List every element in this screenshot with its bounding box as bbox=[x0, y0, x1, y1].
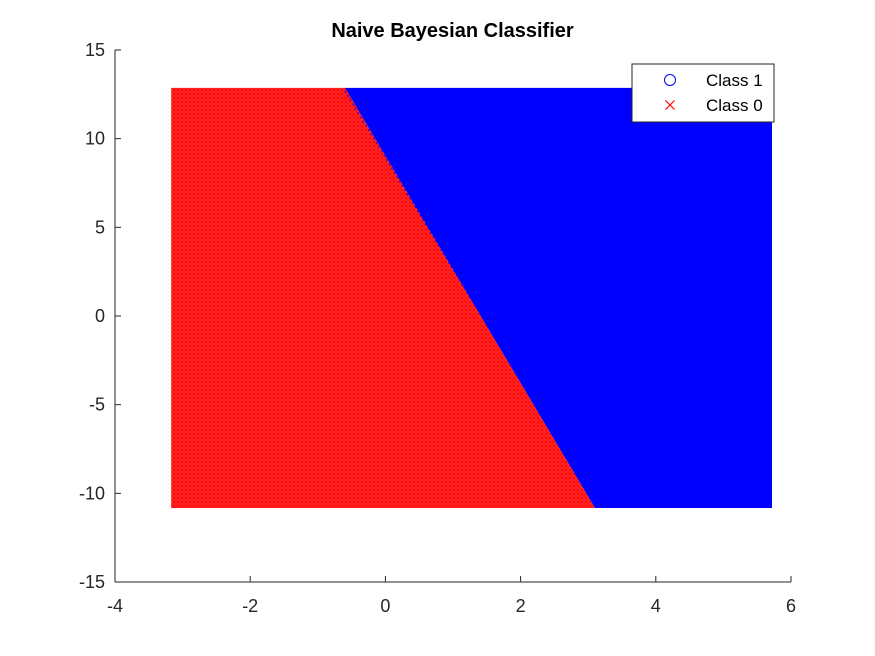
legend-label: Class 1 bbox=[706, 71, 763, 90]
x-tick-label: 2 bbox=[516, 596, 526, 616]
legend-marker-circle bbox=[664, 74, 676, 86]
y-tick-label: -5 bbox=[89, 395, 105, 415]
y-tick-label: 15 bbox=[85, 40, 105, 60]
decision-boundary-edge bbox=[344, 90, 596, 505]
classified-region-group bbox=[171, 87, 773, 508]
x-tick-label: 6 bbox=[786, 596, 796, 616]
chart-title: Naive Bayesian Classifier bbox=[331, 20, 574, 42]
x-tick-label: -4 bbox=[107, 596, 123, 616]
y-tick-label: -10 bbox=[79, 483, 105, 503]
y-tick-label: -15 bbox=[79, 572, 105, 592]
class-0-region-fill bbox=[171, 87, 595, 508]
legend-label: Class 0 bbox=[706, 96, 763, 115]
y-tick-label: 5 bbox=[95, 217, 105, 237]
x-tick-label: 0 bbox=[380, 596, 390, 616]
legend-marker-x bbox=[665, 100, 675, 110]
x-tick-label: -2 bbox=[242, 596, 258, 616]
class-1-region-markers bbox=[344, 87, 773, 508]
x-tick-group: -4 -2 0 2 4 6 bbox=[107, 576, 796, 616]
y-tick-label: 0 bbox=[95, 306, 105, 326]
x-tick-label: 4 bbox=[651, 596, 661, 616]
legend: Class 1 Class 0 bbox=[631, 63, 775, 123]
y-tick-label: 10 bbox=[85, 129, 105, 149]
legend-box bbox=[631, 63, 775, 123]
y-tick-group: 15 10 5 0 -5 -10 -15 bbox=[79, 40, 121, 592]
